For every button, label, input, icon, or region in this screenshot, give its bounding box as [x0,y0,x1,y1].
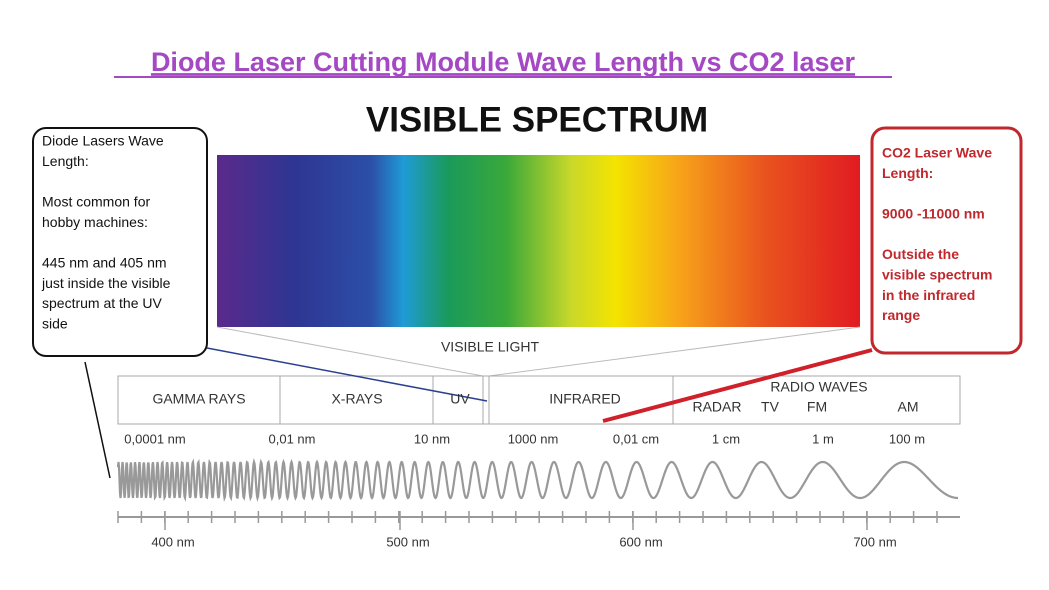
band-label: INFRARED [549,391,621,407]
visible-guide [488,326,861,377]
nm-label: 700 nm [853,534,896,549]
band-label: RADIO WAVES [770,379,867,395]
spectrum-bar [217,155,860,327]
note-line: side [42,315,68,331]
diode-pointer [206,347,488,402]
scale-label: 10 nm [414,431,450,446]
note-line: Length: [882,165,933,181]
note-line: just inside the visible [41,275,171,291]
nm-label: 500 nm [386,534,429,549]
band-label: X-RAYS [331,391,382,407]
right-callout [870,126,1023,355]
radio-label: TV [761,399,780,415]
wave-pointer [84,361,111,479]
band-label: GAMMA RAYS [152,391,245,407]
note-line: visible spectrum [882,267,993,283]
wave [116,458,959,502]
spectrum-heading: VISIBLE SPECTRUM [366,100,708,139]
scale-label: 1000 nm [508,431,559,446]
ruler-ticks [117,511,938,530]
note-line: Length: [42,153,89,169]
note-line: spectrum at the UV [42,295,162,311]
page-title: Diode Laser Cutting Module Wave Length v… [151,47,856,77]
radio-label: FM [807,399,827,415]
note-line: Outside the [882,246,959,262]
co2-pointer [602,348,873,423]
scale-label: 0,01 nm [269,431,316,446]
left-callout [32,127,208,357]
note-line: Diode Lasers Wave [42,133,164,149]
scale-label: 0,0001 nm [124,431,185,446]
band-label: UV [450,391,470,407]
band-box [117,375,961,425]
note-line: hobby machines: [42,214,148,230]
note-line: 445 nm and 405 nm [42,255,167,271]
note-line: Most common for [42,194,150,210]
scale-label: 1 m [812,431,834,446]
note-line: in the infrared [882,287,975,303]
scale-label: 0,01 cm [613,431,659,446]
scale-label: 1 cm [712,431,740,446]
visible-guide [216,326,484,377]
visible-label: VISIBLE LIGHT [441,339,539,355]
note-line: 9000 -11000 nm [882,206,985,222]
nm-label: 400 nm [151,534,194,549]
scale-label: 100 m [889,431,925,446]
radio-label: AM [898,399,919,415]
nm-label: 600 nm [619,534,662,549]
note-line: range [882,307,920,323]
note-line: CO2 Laser Wave [882,145,992,161]
radio-label: RADAR [692,399,741,415]
